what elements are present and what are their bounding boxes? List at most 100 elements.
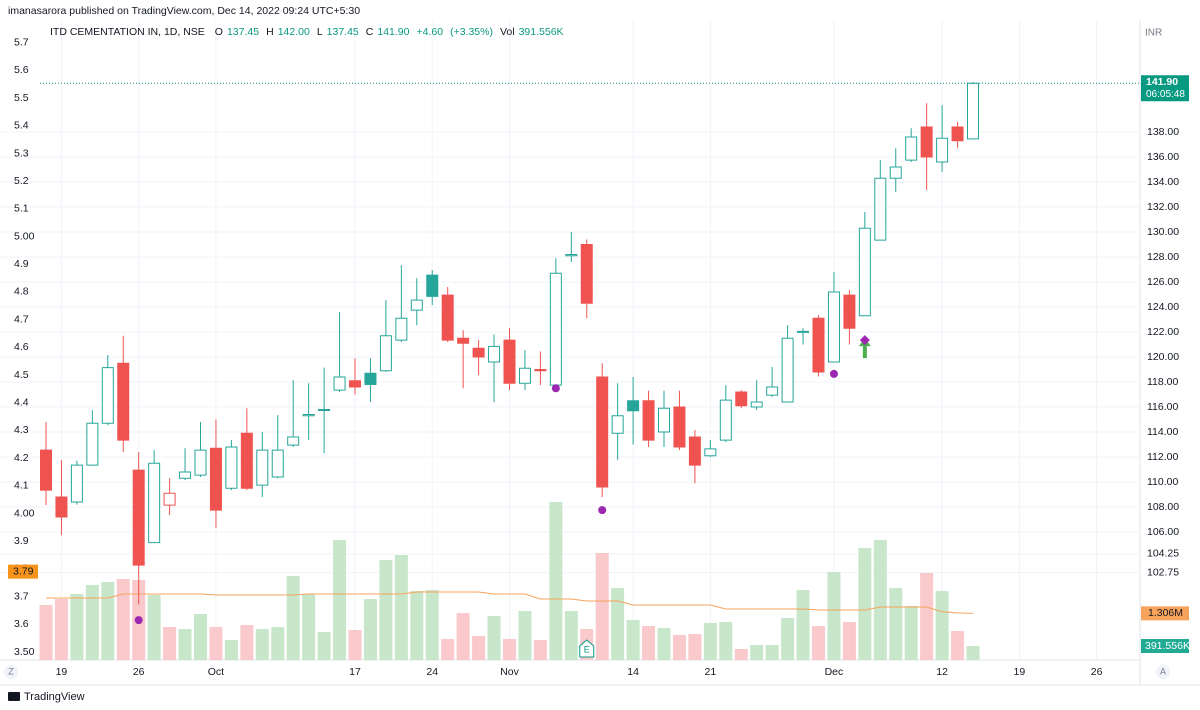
volume-bar	[271, 627, 285, 660]
y-tick-label: 118.00	[1147, 376, 1178, 388]
y2-tick-label: 5.6	[14, 64, 29, 76]
y-tick-label: 128.00	[1147, 251, 1179, 263]
legend: ITD CEMENTATION IN, 1D, NSE O 137.45 H 142.…	[50, 26, 567, 38]
y-tick-label: 116.00	[1147, 401, 1178, 413]
y2-tick-label: 4.7	[14, 313, 29, 325]
candle-body	[70, 464, 83, 503]
signal-dot	[829, 369, 838, 378]
candle-body	[719, 399, 732, 441]
volume-bar	[240, 625, 254, 660]
y2-tick-label: 5.00	[14, 230, 35, 242]
x-tick-label: 17	[349, 666, 361, 678]
volume-bar	[750, 645, 764, 660]
candle-body	[781, 337, 794, 403]
brand: TradingView	[24, 691, 85, 703]
y-tick-label: 122.00	[1147, 326, 1179, 338]
volume-bar	[765, 645, 779, 660]
candle-body	[565, 254, 578, 257]
candle-body	[889, 166, 902, 179]
candle-body	[179, 471, 192, 479]
volume-bar	[873, 540, 887, 660]
x-tick-label: 26	[1091, 666, 1103, 678]
candle-body	[410, 299, 423, 311]
candle-body	[858, 227, 871, 317]
candle-body	[642, 400, 655, 441]
candle-body	[441, 294, 454, 341]
candle-body	[287, 436, 300, 446]
event-badge	[579, 639, 595, 658]
candle-body	[302, 414, 315, 417]
auto-scale-label[interactable]: A	[1160, 666, 1166, 676]
y-tick-label: 126.00	[1147, 276, 1179, 288]
candle-body	[225, 446, 238, 489]
y-tick-label: 120.00	[1147, 351, 1179, 363]
candle-body	[766, 386, 779, 396]
volume-bar	[209, 627, 223, 660]
publisher: imanasarora published on TradingView.com…	[8, 5, 361, 17]
y2-tick-label: 3.9	[14, 535, 29, 547]
volume-label-box	[1141, 639, 1189, 654]
volume-bar	[827, 572, 841, 660]
volume-bar	[163, 627, 177, 660]
candle-body	[580, 244, 593, 304]
x-tick-label: 14	[627, 666, 639, 678]
candle-body	[750, 401, 763, 408]
y2-tick-label: 4.2	[14, 452, 29, 464]
volume-bar	[796, 590, 810, 660]
candle-body	[549, 272, 562, 386]
y-tick-label: 132.00	[1147, 201, 1179, 213]
volume-bar	[333, 540, 347, 660]
candle-body	[472, 347, 485, 358]
volume-bar	[194, 614, 207, 660]
candle-body	[673, 406, 686, 448]
candle-body	[920, 126, 933, 158]
volume-bar	[70, 594, 84, 660]
candle-body	[364, 372, 377, 385]
x-tick-label: 24	[426, 666, 438, 678]
y-tick-label: 130.00	[1147, 226, 1179, 238]
volume-bar	[147, 595, 161, 660]
y2-tick-label: 4.1	[14, 480, 29, 492]
candle-body	[148, 462, 161, 544]
volume-bar	[549, 502, 563, 660]
y2-tick-label: 5.4	[14, 120, 29, 132]
ma-label-box	[1141, 606, 1189, 621]
volume-bar	[703, 623, 717, 660]
y2-tick-label: 5.2	[14, 175, 29, 187]
volume-bar	[951, 631, 965, 660]
volume-bar	[734, 649, 748, 660]
y-tick-label: 124.00	[1147, 301, 1179, 313]
signal-diamond	[859, 335, 870, 346]
candle-body	[457, 337, 470, 344]
candle-body	[101, 367, 114, 424]
legend-key: L	[316, 26, 323, 38]
scale-button[interactable]	[4, 665, 18, 679]
volume-layer	[39, 502, 980, 660]
candle-body	[256, 449, 269, 486]
volume-bar	[472, 636, 486, 660]
x-tick-label: 19	[56, 666, 68, 678]
scale-button-label[interactable]: Z	[8, 666, 14, 676]
y-tick-label: 102.75	[1147, 566, 1179, 578]
volume-bar	[688, 634, 702, 660]
legend-change-pct: (+3.35%)	[450, 26, 493, 38]
y2-tick-label: 3.50	[14, 646, 35, 658]
candle-body	[874, 177, 887, 241]
auto-scale-button[interactable]	[1156, 665, 1170, 679]
volume-bar	[858, 548, 872, 660]
candle-body	[596, 376, 609, 488]
y2-tick-label: 4.8	[14, 286, 29, 298]
volume-bar	[39, 605, 53, 660]
x-tick-label: 12	[936, 666, 948, 678]
candle-body	[240, 432, 253, 489]
candle-body	[951, 126, 964, 142]
candle-body	[426, 274, 439, 297]
volume-bar	[379, 560, 393, 660]
legend-value: 391.556K	[518, 26, 564, 38]
candle-body	[827, 291, 840, 363]
y-tick-label: 110.00	[1147, 476, 1178, 488]
candle-body	[132, 469, 145, 566]
candle-body	[86, 422, 99, 466]
y-tick-label: 106.00	[1147, 526, 1179, 538]
volume-bar	[286, 576, 300, 660]
